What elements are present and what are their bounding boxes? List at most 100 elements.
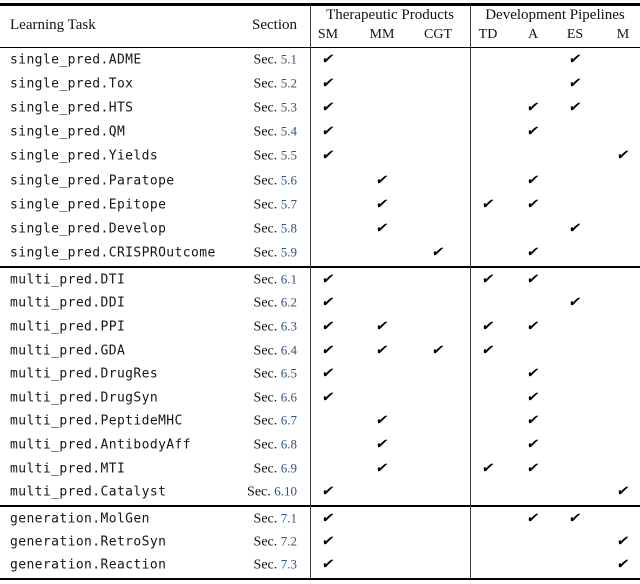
task-name: multi_pred.PPI xyxy=(10,319,126,335)
check-icon: ✔ xyxy=(320,533,336,550)
check-icon: ✔ xyxy=(320,389,336,406)
check-icon: ✔ xyxy=(374,436,390,453)
section-prefix: Sec. xyxy=(253,390,278,406)
table-row: single_pred.Paratope Sec. 5.6 ✔ ✔ xyxy=(0,169,640,193)
col-header-a: A xyxy=(527,27,539,42)
check-icon: ✔ xyxy=(480,318,496,335)
section-prefix: Sec. xyxy=(253,100,278,116)
check-icon: ✔ xyxy=(525,99,541,116)
check-icon: ✔ xyxy=(320,556,336,573)
check-icon: ✔ xyxy=(615,483,631,500)
check-icon: ✔ xyxy=(374,460,390,477)
section-link[interactable]: 6.8 xyxy=(280,436,297,452)
section-cell: Sec. 6.5 xyxy=(179,366,297,383)
check-icon: ✔ xyxy=(615,147,631,164)
section-prefix: Sec. xyxy=(253,295,278,311)
section-prefix: Sec. xyxy=(253,197,278,213)
section-link[interactable]: 7.2 xyxy=(280,533,297,549)
table-row: single_pred.CRISPROutcome Sec. 5.9 ✔ ✔ xyxy=(0,241,640,265)
section-prefix: Sec. xyxy=(253,461,278,477)
section-cell: Sec. 5.2 xyxy=(179,76,297,93)
section-link[interactable]: 6.6 xyxy=(280,389,297,405)
section-link[interactable]: 5.3 xyxy=(280,99,297,115)
task-name: single_pred.CRISPROutcome xyxy=(10,245,216,261)
section-cell: Sec. 6.6 xyxy=(179,389,297,406)
section-link[interactable]: 6.7 xyxy=(280,412,297,428)
col-header-m: M xyxy=(616,27,630,42)
check-icon: ✔ xyxy=(525,510,541,527)
table-row: single_pred.Develop Sec. 5.8 ✔ ✔ xyxy=(0,217,640,241)
task-name: multi_pred.Catalyst xyxy=(10,484,167,500)
section-link[interactable]: 6.4 xyxy=(280,342,297,358)
section-link[interactable]: 5.4 xyxy=(280,123,297,139)
table-row: single_pred.HTS Sec. 5.3 ✔ ✔ ✔ xyxy=(0,96,640,120)
group-separator-rule-2 xyxy=(0,505,640,507)
table-row: single_pred.Epitope Sec. 5.7 ✔ ✔ ✔ xyxy=(0,193,640,217)
bottom-rule xyxy=(0,577,640,580)
table-row: multi_pred.PeptideMHC Sec. 6.7 ✔ ✔ xyxy=(0,410,640,434)
col-header-es: ES xyxy=(566,27,584,42)
check-icon: ✔ xyxy=(374,196,390,213)
section-link[interactable]: 6.1 xyxy=(280,271,297,287)
section-cell: Sec. 6.7 xyxy=(179,413,297,430)
table-row: multi_pred.DTI Sec. 6.1 ✔ ✔ ✔ xyxy=(0,268,640,292)
section-prefix: Sec. xyxy=(253,124,278,140)
section-link[interactable]: 7.1 xyxy=(280,510,297,526)
check-icon: ✔ xyxy=(525,172,541,189)
check-icon: ✔ xyxy=(567,510,583,527)
check-icon: ✔ xyxy=(374,342,390,359)
section-cell: Sec. 6.2 xyxy=(179,295,297,312)
check-icon: ✔ xyxy=(320,51,336,68)
section-link[interactable]: 7.3 xyxy=(280,556,297,572)
table-group-single-pred: single_pred.ADME Sec. 5.1 ✔ ✔ single_pred.To… xyxy=(0,48,640,265)
table-group-multi-pred: multi_pred.DTI Sec. 6.1 ✔ ✔ ✔ multi_pred.DDI S… xyxy=(0,268,640,504)
section-prefix: Sec. xyxy=(247,484,271,500)
check-icon: ✔ xyxy=(320,123,336,140)
task-name: multi_pred.DrugSyn xyxy=(10,390,159,406)
section-link[interactable]: 5.9 xyxy=(280,244,297,260)
section-link[interactable]: 5.8 xyxy=(280,220,297,236)
task-name: single_pred.ADME xyxy=(10,52,142,68)
section-link[interactable]: 5.7 xyxy=(280,196,297,212)
section-cell: Sec. 6.8 xyxy=(179,436,297,453)
task-name: multi_pred.AntibodyAff xyxy=(10,437,191,453)
section-link[interactable]: 5.1 xyxy=(280,51,297,67)
check-icon: ✔ xyxy=(374,412,390,429)
section-prefix: Sec. xyxy=(253,272,278,288)
section-link[interactable]: 6.2 xyxy=(280,294,297,310)
section-link[interactable]: 6.9 xyxy=(280,460,297,476)
check-icon: ✔ xyxy=(320,75,336,92)
check-icon: ✔ xyxy=(430,244,446,261)
check-icon: ✔ xyxy=(615,533,631,550)
section-prefix: Sec. xyxy=(253,413,278,429)
check-icon: ✔ xyxy=(320,365,336,382)
header-separator-rule xyxy=(0,46,640,48)
section-cell: Sec. 5.9 xyxy=(179,244,297,261)
check-icon: ✔ xyxy=(374,318,390,335)
section-link[interactable]: 6.3 xyxy=(280,318,297,334)
section-prefix: Sec. xyxy=(253,52,278,68)
section-cell: Sec. 5.6 xyxy=(179,172,297,189)
task-name: multi_pred.MTI xyxy=(10,461,126,477)
section-link[interactable]: 5.6 xyxy=(280,172,297,188)
section-link[interactable]: 5.5 xyxy=(280,147,297,163)
task-name: generation.Reaction xyxy=(10,557,167,573)
check-icon: ✔ xyxy=(525,271,541,288)
table-row: multi_pred.GDA Sec. 6.4 ✔ ✔ ✔ ✔ xyxy=(0,339,640,363)
section-cell: Sec. 7.3 xyxy=(179,557,297,574)
task-name: single_pred.HTS xyxy=(10,100,134,116)
check-icon: ✔ xyxy=(525,318,541,335)
check-icon: ✔ xyxy=(525,389,541,406)
section-link[interactable]: 5.2 xyxy=(280,75,297,91)
section-prefix: Sec. xyxy=(253,437,278,453)
task-name: single_pred.Develop xyxy=(10,221,167,237)
task-name: multi_pred.DDI xyxy=(10,295,126,311)
section-link[interactable]: 6.5 xyxy=(280,365,297,381)
table-row: generation.RetroSyn Sec. 7.2 ✔ ✔ xyxy=(0,530,640,553)
check-icon: ✔ xyxy=(374,220,390,237)
col-group-development-pipelines: Development Pipelines xyxy=(485,7,625,23)
table-row: single_pred.QM Sec. 5.4 ✔ ✔ xyxy=(0,120,640,144)
section-prefix: Sec. xyxy=(253,557,278,573)
section-link[interactable]: 6.10 xyxy=(274,483,297,499)
check-icon: ✔ xyxy=(525,244,541,261)
